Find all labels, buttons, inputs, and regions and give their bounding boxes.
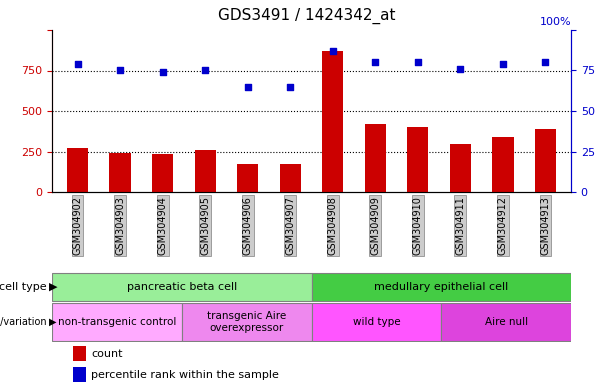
Text: count: count — [91, 349, 123, 359]
Text: percentile rank within the sample: percentile rank within the sample — [91, 370, 279, 380]
Point — [370, 59, 380, 65]
Text: cell type: cell type — [0, 282, 47, 292]
Text: GSM304913: GSM304913 — [541, 196, 550, 255]
Point — [285, 84, 295, 90]
Bar — [280, 164, 301, 192]
Text: GSM304908: GSM304908 — [328, 196, 338, 255]
Bar — [152, 154, 173, 192]
Text: non-transgenic control: non-transgenic control — [58, 317, 176, 327]
Text: wild type: wild type — [352, 317, 400, 327]
Text: GSM304903: GSM304903 — [115, 196, 125, 255]
Text: ▶: ▶ — [49, 282, 58, 292]
Bar — [535, 129, 556, 192]
Bar — [492, 137, 514, 192]
Bar — [450, 144, 471, 192]
Text: ▶: ▶ — [49, 317, 56, 327]
Point — [541, 59, 550, 65]
Text: GSM304910: GSM304910 — [413, 196, 423, 255]
Bar — [181, 303, 311, 341]
Text: pancreatic beta cell: pancreatic beta cell — [127, 282, 237, 292]
Point — [498, 61, 508, 67]
Bar — [110, 153, 131, 192]
Text: genotype/variation: genotype/variation — [0, 317, 47, 327]
Bar — [67, 148, 88, 192]
Text: GSM304911: GSM304911 — [455, 196, 465, 255]
Bar — [311, 303, 441, 341]
Text: GSM304906: GSM304906 — [243, 196, 253, 255]
Text: medullary epithelial cell: medullary epithelial cell — [374, 282, 508, 292]
Bar — [441, 303, 571, 341]
Text: GDS3491 / 1424342_at: GDS3491 / 1424342_at — [218, 8, 395, 24]
Text: Aire null: Aire null — [484, 317, 528, 327]
Text: 100%: 100% — [539, 17, 571, 27]
Text: transgenic Aire
overexpressor: transgenic Aire overexpressor — [207, 311, 286, 333]
Text: GSM304902: GSM304902 — [72, 196, 83, 255]
Bar — [311, 273, 571, 301]
Text: GSM304912: GSM304912 — [498, 196, 508, 255]
Point — [115, 68, 125, 74]
Bar — [365, 124, 386, 192]
Point — [455, 66, 465, 72]
Bar — [52, 273, 311, 301]
Point — [243, 84, 253, 90]
Text: GSM304907: GSM304907 — [285, 196, 295, 255]
Bar — [407, 127, 428, 192]
Point — [158, 69, 167, 75]
Bar — [73, 367, 86, 382]
Text: GSM304904: GSM304904 — [158, 196, 167, 255]
Text: GSM304905: GSM304905 — [200, 196, 210, 255]
Point — [200, 68, 210, 74]
Bar — [52, 303, 181, 341]
Bar — [194, 150, 216, 192]
Point — [413, 59, 423, 65]
Text: GSM304909: GSM304909 — [370, 196, 380, 255]
Point — [328, 48, 338, 54]
Bar — [73, 346, 86, 361]
Bar — [322, 51, 343, 192]
Bar — [237, 164, 258, 192]
Point — [72, 61, 82, 67]
